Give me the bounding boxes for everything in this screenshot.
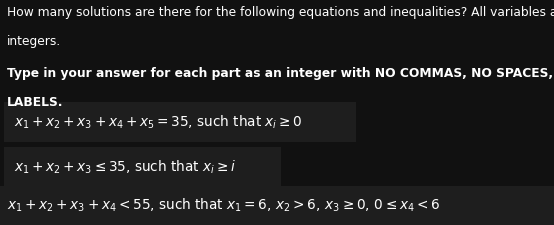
Text: $x_1 + x_2 + x_3 \leq 35$, such that $x_i \geq i$: $x_1 + x_2 + x_3 \leq 35$, such that $x_… [14, 158, 236, 176]
Text: $x_1 + x_2 + x_3 + x_4 < 55$, such that $x_1 = 6,\, x_2 > 6,\, x_3 \geq 0,\, 0 \: $x_1 + x_2 + x_3 + x_4 < 55$, such that … [7, 197, 440, 214]
Text: LABELS.: LABELS. [7, 96, 64, 109]
Text: integers.: integers. [7, 35, 61, 48]
Text: $x_1 + x_2 + x_3 + x_4 + x_5 = 35$, such that $x_i \geq 0$: $x_1 + x_2 + x_3 + x_4 + x_5 = 35$, such… [14, 113, 303, 131]
Text: Type in your answer for each part as an integer with NO COMMAS, NO SPACES, and N: Type in your answer for each part as an … [7, 68, 554, 81]
Text: How many solutions are there for the following equations and inequalities? All v: How many solutions are there for the fol… [7, 6, 554, 19]
